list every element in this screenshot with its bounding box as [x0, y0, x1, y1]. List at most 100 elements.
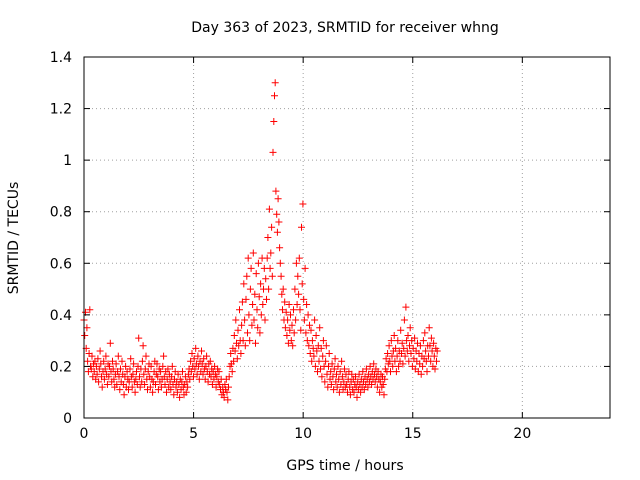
data-point — [390, 332, 398, 339]
data-point — [118, 357, 126, 365]
data-point — [292, 259, 300, 267]
data-point — [282, 308, 290, 316]
data-point — [147, 362, 155, 370]
data-point — [398, 350, 405, 357]
data-point — [335, 388, 343, 396]
data-point — [241, 342, 249, 350]
data-point — [308, 357, 316, 365]
data-point — [239, 337, 247, 345]
data-point — [95, 365, 103, 373]
data-point — [193, 370, 201, 378]
data-point — [311, 316, 319, 324]
data-point — [195, 375, 203, 383]
data-point — [265, 285, 273, 293]
data-point — [405, 357, 413, 365]
data-point — [265, 205, 273, 213]
data-point — [293, 301, 301, 308]
data-point — [238, 298, 246, 306]
data-point — [117, 365, 124, 373]
data-point — [277, 272, 285, 280]
data-point — [268, 272, 276, 280]
data-point — [187, 368, 195, 376]
data-point — [254, 324, 262, 332]
data-point — [430, 352, 438, 360]
y-tick-labels: 0 0.2 0.4 0.6 0.8 1 1.2 1.4 — [50, 50, 72, 427]
data-point — [333, 370, 340, 378]
data-point — [289, 342, 297, 350]
data-point — [249, 301, 257, 308]
data-point — [98, 383, 106, 391]
data-point — [271, 92, 278, 100]
data-point — [303, 301, 311, 308]
data-point — [204, 378, 212, 386]
data-point — [225, 383, 232, 391]
data-point — [385, 342, 393, 350]
data-point — [330, 386, 338, 394]
data-point — [381, 375, 389, 383]
data-point — [266, 264, 274, 272]
data-point — [103, 381, 111, 388]
data-point — [389, 362, 397, 370]
data-point — [250, 316, 258, 324]
chart-title: Day 363 of 2023, SRMTID for receiver whn… — [191, 20, 499, 36]
data-point — [290, 329, 298, 337]
data-point — [328, 360, 336, 368]
data-point — [233, 355, 241, 363]
data-point — [242, 295, 250, 303]
data-point — [236, 306, 243, 314]
data-point — [341, 365, 348, 373]
y-tick-label: 0.4 — [50, 308, 72, 324]
data-point — [167, 386, 175, 394]
data-point — [96, 347, 104, 355]
data-point — [102, 352, 110, 360]
data-point — [276, 244, 284, 252]
data-point — [379, 381, 387, 388]
data-point — [109, 357, 116, 365]
data-point — [333, 383, 341, 391]
data-point — [308, 337, 316, 345]
data-point — [115, 373, 123, 381]
data-point — [404, 332, 412, 339]
data-point — [427, 334, 435, 342]
data-point — [422, 347, 430, 355]
data-point — [338, 373, 346, 381]
data-point — [318, 373, 326, 381]
data-point — [232, 316, 240, 324]
data-point — [300, 316, 308, 324]
data-point — [380, 391, 388, 399]
data-point — [376, 388, 384, 396]
y-tick-label: 0 — [63, 411, 72, 427]
data-point — [317, 365, 324, 373]
data-point — [109, 365, 117, 373]
data-point — [352, 373, 359, 381]
data-point — [190, 355, 198, 363]
data-point — [313, 347, 321, 355]
data-point — [262, 275, 270, 283]
data-point — [353, 393, 361, 401]
data-point — [252, 339, 259, 347]
data-point — [141, 381, 149, 388]
data-point — [279, 306, 286, 314]
data-point — [425, 324, 433, 332]
data-point — [254, 259, 262, 267]
data-point — [290, 306, 297, 314]
data-point — [350, 388, 358, 396]
y-tick-label: 0.6 — [50, 256, 72, 272]
data-point — [176, 393, 184, 401]
data-point — [400, 344, 408, 352]
data-point — [286, 326, 294, 334]
data-point — [81, 332, 89, 339]
data-point — [263, 295, 270, 303]
data-point — [86, 306, 94, 314]
data-point — [398, 339, 406, 347]
data-point — [264, 234, 272, 241]
data-point — [225, 373, 233, 381]
data-point — [105, 373, 113, 381]
data-point — [276, 259, 284, 267]
data-point — [184, 383, 192, 391]
data-point — [199, 370, 207, 378]
data-point — [301, 264, 309, 272]
data-point — [257, 311, 265, 319]
data-point — [329, 373, 337, 381]
